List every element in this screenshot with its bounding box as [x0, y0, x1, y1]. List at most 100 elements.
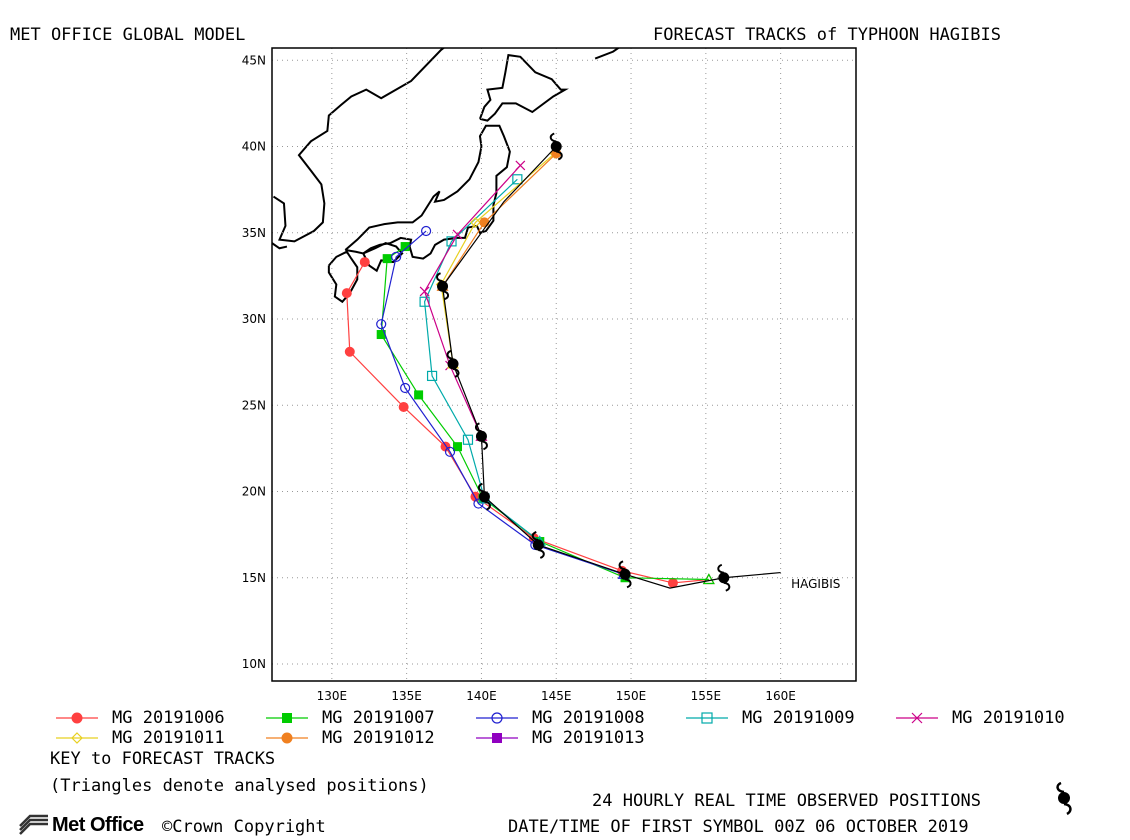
track-point-marker [515, 160, 526, 171]
copyright-text: ©Crown Copyright [162, 817, 326, 837]
track-point-marker [419, 286, 430, 297]
legend-swatch [896, 712, 938, 724]
legend-swatch [266, 713, 308, 723]
track-point-marker [71, 732, 83, 744]
typhoon-position-icon [436, 272, 450, 301]
legend-item: MG 20191011 [52, 728, 262, 748]
forecast-track-line [423, 165, 521, 437]
x-tick-label: 135E [391, 689, 422, 703]
track-point-marker [473, 498, 484, 509]
track-point-marker [470, 217, 481, 228]
x-tick-label: 145E [541, 689, 572, 703]
track-point-marker [492, 733, 502, 743]
legend-item: MG 20191013 [472, 728, 682, 748]
coastline [344, 124, 511, 260]
legend-swatch [476, 712, 518, 724]
coastline [327, 250, 359, 304]
track-point-marker [71, 712, 83, 724]
coastline [479, 53, 569, 122]
track-point-marker [282, 713, 292, 723]
legend-item: MG 20191009 [682, 708, 892, 728]
legend-label: MG 20191007 [322, 708, 435, 728]
legend-label: MG 20191006 [112, 708, 225, 728]
y-tick-label: 30N [242, 312, 266, 326]
legend-item: MG 20191007 [262, 708, 472, 728]
y-tick-label: 25N [242, 398, 266, 412]
track-point-marker [400, 382, 411, 394]
typhoon-position-icon [549, 132, 563, 161]
legend-item: MG 20191010 [892, 708, 1102, 728]
legend-swatch [56, 712, 98, 724]
track-point-marker [512, 174, 523, 185]
track-point-marker [382, 254, 392, 264]
legend-label: MG 20191012 [322, 728, 435, 748]
y-tick-label: 15N [242, 571, 266, 585]
x-tick-label: 140E [466, 689, 497, 703]
y-tick-label: 40N [242, 140, 266, 154]
legend-label: MG 20191011 [112, 728, 225, 748]
track-point-marker [911, 712, 923, 724]
legend-swatch [56, 732, 98, 744]
y-tick-label: 45N [242, 53, 266, 67]
track-point-marker [462, 434, 474, 445]
track-point-marker [420, 225, 432, 237]
track-point-marker [359, 257, 370, 268]
model-title: MET OFFICE GLOBAL MODEL [10, 25, 246, 45]
legend-swatch [266, 732, 308, 744]
track-point-marker [491, 712, 503, 724]
track-point-marker [341, 288, 352, 299]
track-point-marker [419, 296, 430, 307]
track-point-marker [452, 229, 463, 240]
legend-label: MG 20191010 [952, 708, 1065, 728]
x-tick-label: 155E [691, 689, 722, 703]
legend-item: MG 20191006 [52, 708, 262, 728]
track-point-marker [376, 319, 387, 330]
legend-swatch [686, 712, 728, 724]
track-point-marker [376, 330, 386, 340]
typhoon-position-icon [474, 422, 488, 451]
met-office-wave-icon [19, 814, 48, 835]
forecast-track [376, 225, 630, 579]
track-point-marker [400, 242, 410, 252]
graticule [272, 48, 856, 681]
coastline [507, 33, 532, 45]
first-symbol-note: DATE/TIME OF FIRST SYMBOL 00Z 06 OCTOBER… [508, 817, 969, 837]
coastline [272, 48, 446, 243]
legend-label: MG 20191008 [532, 708, 645, 728]
track-point-marker [344, 346, 355, 357]
forecast-track [341, 257, 715, 588]
x-tick-label: 160E [765, 689, 796, 703]
forecast-track-line [380, 230, 624, 575]
typhoon-position-icon [618, 560, 632, 589]
x-tick-label: 130E [317, 689, 348, 703]
coastline [362, 242, 404, 273]
track-point-marker [281, 732, 293, 744]
legend-label: MG 20191009 [742, 708, 855, 728]
y-tick-label: 35N [242, 226, 266, 240]
track-point-marker [426, 370, 438, 382]
coastline-map [272, 33, 621, 304]
chart-title: FORECAST TRACKS of TYPHOON HAGIBIS [653, 25, 1001, 45]
legend-item: MG 20191008 [472, 708, 682, 728]
coastline [272, 242, 288, 250]
analysed-position-triangle [702, 573, 715, 585]
key-note: (Triangles denote analysed positions) [50, 776, 429, 796]
met-office-logo-text: Met Office [52, 814, 144, 836]
track-point-marker [667, 577, 678, 588]
forecast-track-line [380, 246, 709, 581]
typhoon-position-icon [717, 563, 731, 592]
forecast-track [419, 160, 526, 441]
legend-swatch [476, 733, 518, 743]
typhoon-symbol-icon [1056, 782, 1072, 816]
track-point-marker [701, 712, 713, 724]
key-title: KEY to FORECAST TRACKS [50, 749, 276, 769]
plot-frame [271, 47, 857, 682]
track-point-marker [391, 251, 402, 262]
forecast-track-line [423, 178, 541, 542]
y-tick-label: 20N [242, 485, 266, 499]
x-tick-label: 150E [616, 689, 647, 703]
track-point-marker [479, 217, 490, 228]
forecast-track-line [440, 152, 556, 364]
forecast-tracks [341, 148, 715, 588]
